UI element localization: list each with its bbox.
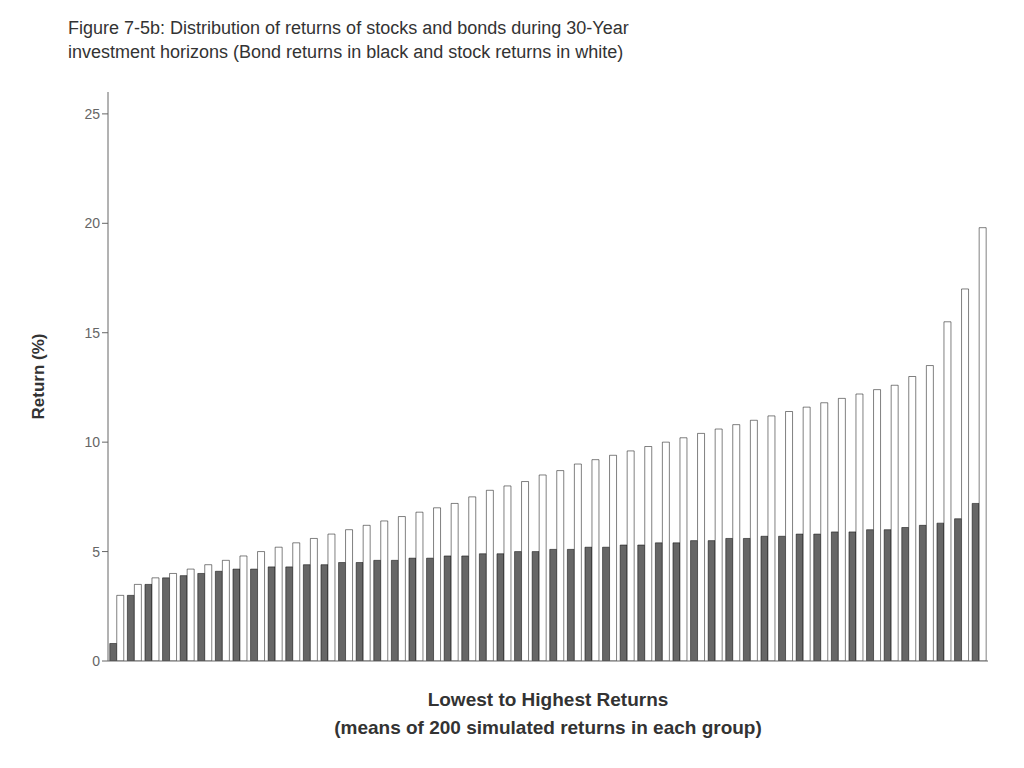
html-text:investment horizons (Bond retu: investment horizons (Bond returns in bla… [68,42,624,62]
svg-text:10: 10 [84,434,100,450]
svg-text:0: 0 [92,653,100,669]
html-text:Figure 7-5b: Distribution of r: Figure 7-5b: Distribution of returns of … [68,18,629,38]
html-text:Lowest to Highest Returns: Lowest to Highest Returns [427,689,669,710]
svg-text:Return (%): Return (%) [29,334,48,420]
svg-text:25: 25 [84,106,100,122]
svg-text:20: 20 [84,215,100,231]
html-text:(means of 200 simulated return: (means of 200 simulated returns in each … [334,717,762,738]
svg-text:15: 15 [84,325,100,341]
svg-text:5: 5 [92,544,100,560]
